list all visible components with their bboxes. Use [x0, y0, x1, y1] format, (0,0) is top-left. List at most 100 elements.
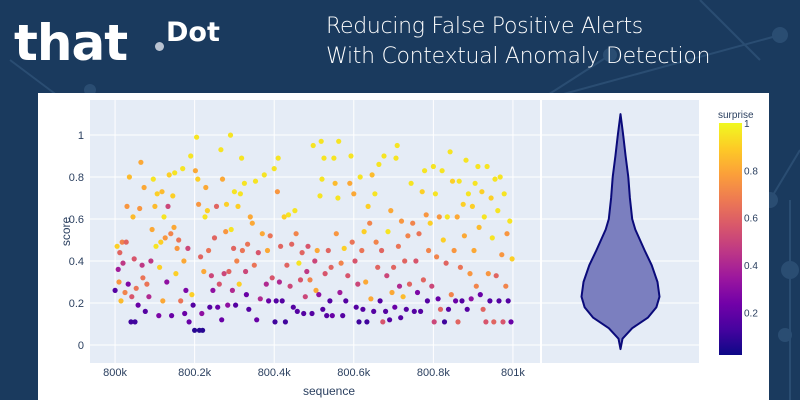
scatter-point — [229, 287, 235, 293]
scatter-point — [396, 283, 403, 289]
scatter-point — [430, 163, 436, 170]
scatter-point — [138, 159, 144, 165]
scatter-point — [200, 327, 206, 333]
scatter-point — [423, 212, 429, 218]
scatter-plot-area — [90, 100, 540, 363]
scatter-point — [313, 287, 319, 293]
scatter-point — [483, 319, 489, 325]
scatter-point — [124, 203, 130, 209]
scatter-point — [274, 189, 280, 195]
scatter-point — [261, 172, 267, 178]
y-tick-label: 0.6 — [69, 214, 84, 226]
scatter-point — [157, 264, 163, 270]
scatter-point — [211, 235, 218, 241]
scatter-point — [488, 195, 494, 201]
scatter-point — [372, 191, 378, 197]
scatter-point — [337, 289, 343, 296]
scatter-point — [411, 308, 417, 314]
scatter-point — [279, 298, 285, 304]
scatter-point — [406, 281, 413, 287]
logo-dot-icon — [155, 42, 164, 51]
scatter-point — [263, 281, 269, 287]
scatter-point — [237, 191, 243, 197]
scatter-point — [128, 319, 134, 325]
scatter-point — [117, 250, 123, 256]
scatter-point — [463, 157, 469, 163]
scatter-point — [434, 254, 440, 260]
scatter-point — [154, 191, 160, 197]
scatter-point — [116, 279, 122, 285]
scatter-point — [302, 294, 308, 300]
scatter-point — [475, 163, 481, 170]
scatter-point — [449, 178, 456, 184]
scatter-point — [173, 271, 179, 277]
scatter-point — [369, 172, 375, 178]
scatter-point — [465, 191, 471, 197]
scatter-point — [357, 174, 363, 180]
scatter-point — [255, 250, 261, 256]
scatter-point — [371, 308, 377, 314]
scatter-point — [123, 239, 129, 245]
scatter-point — [174, 245, 180, 251]
scatter-point — [287, 283, 293, 289]
scatter-point — [276, 279, 282, 285]
scatter-point — [394, 142, 400, 149]
scatter-point — [402, 258, 408, 264]
scatter-point — [130, 214, 136, 220]
title-line-2: With Contextual Anomaly Detection — [326, 44, 711, 69]
scatter-point — [464, 306, 470, 312]
scatter-point — [377, 298, 383, 304]
scatter-point — [454, 214, 460, 220]
scatter-point — [503, 283, 509, 289]
x-axis-title: sequence — [303, 384, 355, 398]
scatter-point — [329, 313, 335, 319]
scatter-point — [169, 313, 175, 319]
scatter-point — [484, 163, 490, 170]
scatter-point — [307, 277, 313, 283]
scatter-point — [275, 155, 281, 161]
scatter-point — [183, 287, 189, 293]
scatter-point — [196, 201, 202, 207]
scatter-point — [234, 258, 240, 264]
scatter-point — [223, 201, 230, 207]
scatter-point — [395, 243, 401, 249]
scatter-point — [182, 310, 188, 317]
scatter-point — [284, 262, 290, 268]
scatter-point — [285, 212, 292, 218]
scatter-point — [376, 161, 382, 167]
colorbar — [719, 123, 742, 355]
scatter-point — [267, 233, 273, 239]
scatter-point — [204, 208, 210, 214]
scatter-point — [508, 319, 514, 325]
scatter-point — [439, 168, 445, 174]
scatter-point — [444, 214, 450, 220]
scatter-point — [453, 298, 459, 304]
scatter-point — [139, 262, 145, 268]
scatter-point — [405, 233, 411, 239]
scatter-point — [352, 258, 358, 264]
scatter-point — [336, 138, 342, 144]
y-tick-label: 1 — [78, 130, 84, 142]
scatter-point — [126, 174, 132, 180]
scatter-point — [150, 176, 156, 182]
x-tick-label: 800.8k — [417, 367, 451, 379]
scatter-point — [170, 193, 176, 199]
scatter-point — [480, 306, 486, 312]
scatter-point — [239, 155, 245, 161]
scatter-point — [137, 205, 143, 212]
scatter-point — [273, 298, 279, 304]
scatter-point — [324, 313, 330, 319]
scatter-point — [231, 245, 237, 251]
scatter-point — [235, 203, 241, 209]
scatter-point — [373, 239, 379, 245]
scatter-point — [180, 166, 186, 172]
scatter-point — [359, 247, 365, 254]
scatter-point — [239, 247, 245, 254]
scatter-point — [319, 176, 325, 182]
scatter-point — [422, 168, 428, 174]
scatter-point — [299, 250, 305, 256]
scatter-point — [387, 317, 393, 323]
scatter-point — [281, 214, 287, 220]
scatter-point — [410, 220, 416, 226]
x-tick-label: 800.4k — [258, 367, 292, 379]
